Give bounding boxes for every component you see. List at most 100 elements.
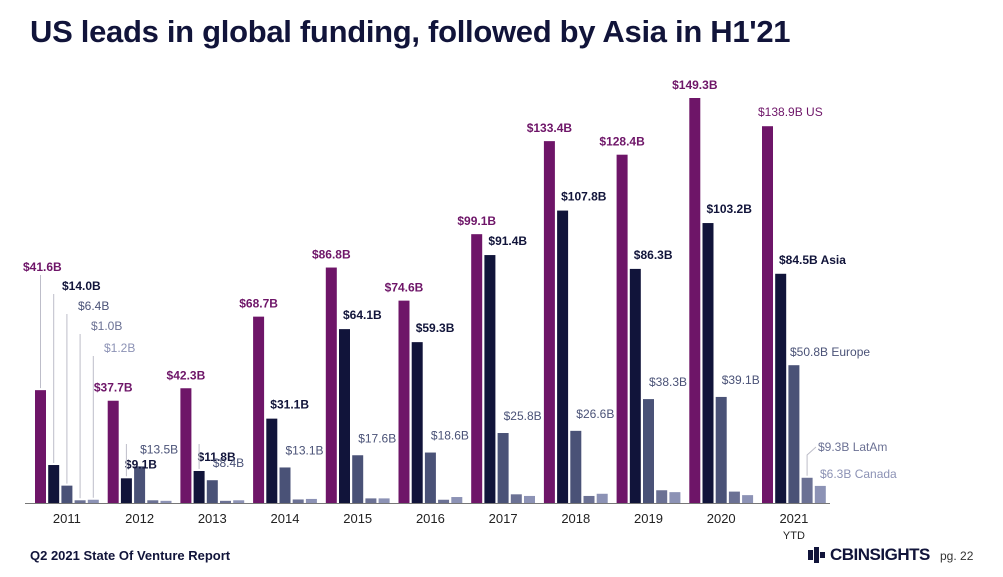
data-label: $1.2B [104, 341, 135, 355]
bar-latam-2011 [74, 500, 86, 503]
x-tick-label: 2017 [489, 511, 518, 526]
bar-canada-2020 [742, 495, 754, 503]
data-label: $9.3B LatAm [818, 440, 887, 454]
bar-europe-2017 [497, 433, 509, 503]
bar-europe-2012 [134, 466, 146, 503]
data-label: $42.3B [167, 368, 206, 382]
data-label: $86.3B [634, 248, 673, 262]
bar-latam-2018 [583, 495, 595, 503]
bar-latam-2012 [147, 500, 159, 503]
data-label: $107.8B [561, 190, 607, 204]
bar-asia-2013 [193, 470, 205, 503]
data-label: $86.8B [312, 248, 351, 262]
report-name: Q2 2021 State Of Venture Report [30, 548, 231, 563]
data-label: $26.6B [576, 407, 614, 421]
data-label: $6.4B [78, 299, 109, 313]
bar-europe-2018 [570, 430, 582, 503]
bar-asia-2020 [702, 223, 714, 503]
bar-asia-2011 [48, 465, 60, 503]
bar-europe-2020 [715, 396, 727, 503]
bar-asia-2014 [266, 418, 278, 503]
bar-asia-2015 [339, 329, 350, 503]
data-label: $138.9B US [758, 105, 823, 119]
bar-latam-2014 [292, 499, 304, 503]
bar-europe-2013 [206, 480, 218, 503]
bar-europe-2014 [279, 467, 291, 503]
data-label: $9.1B [125, 457, 157, 471]
data-label: $39.1B [722, 373, 760, 387]
data-label: $6.3B Canada [820, 467, 897, 481]
data-label: $84.5B Asia [779, 253, 846, 267]
bar-us-2014 [253, 316, 265, 503]
data-label: $64.1B [343, 308, 382, 322]
chart-title: US leads in global funding, followed by … [30, 14, 791, 49]
bar-europe-2011 [61, 485, 73, 503]
bar-latam-2013 [220, 500, 231, 503]
bar-canada-2014 [305, 498, 317, 503]
x-tick-label: 2013 [198, 511, 227, 526]
x-tick-label: 2020 [707, 511, 736, 526]
bar-canada-2012 [160, 500, 172, 503]
bar-asia-2019 [629, 268, 641, 503]
bar-us-2013 [180, 388, 192, 503]
data-label: $128.4B [599, 135, 645, 149]
bar-europe-2016 [424, 452, 436, 503]
bar-canada-2015 [378, 498, 390, 503]
bar-europe-2019 [643, 399, 654, 503]
bar-canada-2021 [814, 485, 826, 503]
bar-latam-2017 [510, 494, 522, 503]
x-tick-sublabel: YTD [783, 530, 805, 542]
data-label: $37.7B [94, 381, 133, 395]
bar-asia-2012 [120, 478, 132, 503]
data-label: $13.1B [286, 443, 324, 457]
bar-us-2017 [471, 234, 483, 504]
data-label: $68.7B [239, 297, 278, 311]
bar-chart: 2011 2012 2013 2014 2015 2016 2017 2018 2019 2020… [23, 78, 897, 542]
x-tick-label: 2011 [53, 511, 81, 526]
x-tick-label: 2014 [271, 511, 300, 526]
data-label: $25.8B [504, 409, 542, 423]
bar-canada-2018 [596, 493, 608, 503]
bar-us-2011 [35, 390, 46, 503]
data-label: $14.0B [62, 279, 101, 293]
bar-europe-2015 [352, 455, 364, 503]
data-label: $13.5B [140, 442, 178, 456]
x-tick-label: 2021 [779, 511, 808, 526]
bar-latam-2016 [438, 499, 450, 503]
bar-us-2020 [689, 98, 701, 503]
brand-name: CBINSIGHTS [830, 545, 930, 564]
cb-logo-icon [808, 547, 825, 563]
x-tick-label: 2019 [634, 511, 663, 526]
x-tick-label: 2015 [343, 511, 372, 526]
bar-europe-2021 [788, 365, 800, 503]
data-label: $133.4B [527, 121, 573, 135]
bar-canada-2019 [669, 492, 681, 503]
data-label: $59.3B [416, 321, 455, 335]
data-label: $8.4B [213, 456, 244, 470]
bar-us-2015 [325, 267, 337, 503]
brand-logo: CBINSIGHTS [808, 545, 930, 565]
bar-us-2016 [398, 300, 410, 503]
bar-canada-2011 [87, 499, 99, 503]
data-label: $17.6B [358, 431, 396, 445]
data-label: $1.0B [91, 319, 122, 333]
data-label: $103.2B [707, 202, 753, 216]
bar-latam-2020 [728, 491, 740, 503]
bar-asia-2021 [775, 273, 787, 503]
bar-latam-2019 [656, 490, 668, 503]
bar-latam-2015 [365, 498, 377, 503]
bar-asia-2018 [557, 210, 569, 503]
data-label: $38.3B [649, 375, 687, 389]
data-label: $99.1B [457, 214, 496, 228]
data-label: $149.3B [672, 78, 718, 92]
bar-asia-2017 [484, 255, 496, 503]
bar-canada-2017 [524, 495, 535, 503]
data-label: $11.8B [198, 450, 236, 464]
data-label: $91.4B [488, 234, 527, 248]
bar-canada-2013 [233, 500, 245, 503]
data-label: $74.6B [385, 281, 424, 295]
bar-us-2018 [543, 141, 555, 503]
bar-us-2021 [762, 126, 773, 503]
data-label: $31.1B [270, 398, 309, 412]
page-number: pg. 22 [940, 549, 974, 563]
